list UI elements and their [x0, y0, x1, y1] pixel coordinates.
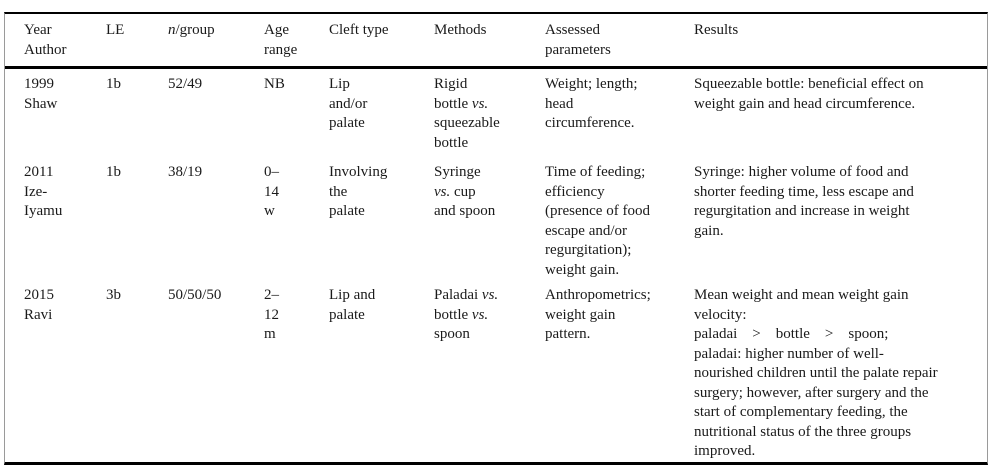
- evidence-table: Year Author LE n/group Age range Cleft t…: [4, 12, 988, 465]
- cell-year-author: 2015 Ravi: [24, 287, 54, 323]
- cell-methods: Paladai vs. bottle vs. spoon: [434, 287, 499, 342]
- cell-age-range: 0– 14 w: [264, 164, 279, 219]
- cell-cleft-type: Involving the palate: [329, 164, 388, 219]
- cell-assessed-parameters: Anthropometrics; weight gain pattern.: [545, 287, 651, 342]
- cell-year-author: 2011 Ize- Iyamu: [24, 164, 63, 219]
- cell-results: Mean weight and mean weight gain velocit…: [694, 287, 938, 459]
- column-header-age-range: Age range: [264, 22, 298, 58]
- cell-assessed-parameters: Weight; length; head circumference.: [545, 76, 638, 131]
- table-row-ize-iyamu-2011: 2011 Ize- Iyamu 1b 38/19 0– 14 w Involvi…: [5, 157, 987, 280]
- column-header-n-group: n/group: [168, 22, 215, 38]
- cell-cleft-type: Lip and palate: [329, 287, 376, 323]
- cell-age-range: 2– 12 m: [264, 287, 279, 342]
- cell-n-group: 50/50/50: [168, 287, 222, 303]
- cell-le: 1b: [106, 164, 121, 180]
- table-row-ravi-2015: 2015 Ravi 3b 50/50/50 2– 12 m Lip and pa…: [5, 280, 987, 462]
- column-header-cleft-type: Cleft type: [329, 22, 389, 38]
- column-header-le: LE: [106, 22, 125, 38]
- cell-results: Syringe: higher volume of food and short…: [694, 164, 914, 239]
- cell-methods: Rigid bottle vs. squeezable bottle: [434, 76, 500, 151]
- cell-cleft-type: Lip and/or palate: [329, 76, 368, 131]
- cell-age-range: NB: [264, 76, 285, 92]
- table-row-shaw-1999: 1999 Shaw 1b 52/49 NB Lip and/or palate …: [5, 69, 987, 157]
- cell-le: 1b: [106, 76, 121, 92]
- cell-results: Squeezable bottle: beneficial effect on …: [694, 76, 924, 112]
- cell-methods: Syringe vs. cup and spoon: [434, 164, 496, 219]
- column-header-methods: Methods: [434, 22, 487, 38]
- cell-assessed-parameters: Time of feeding; efficiency (presence of…: [545, 164, 650, 278]
- cell-year-author: 1999 Shaw: [24, 76, 58, 112]
- table-header-row: Year Author LE n/group Age range Cleft t…: [5, 14, 987, 69]
- column-header-results: Results: [694, 22, 739, 38]
- cell-le: 3b: [106, 287, 121, 303]
- cell-n-group: 38/19: [168, 164, 203, 180]
- column-header-year-author: Year Author: [24, 22, 67, 58]
- cell-n-group: 52/49: [168, 76, 203, 92]
- column-header-assessed-parameters: Assessed parameters: [545, 22, 611, 58]
